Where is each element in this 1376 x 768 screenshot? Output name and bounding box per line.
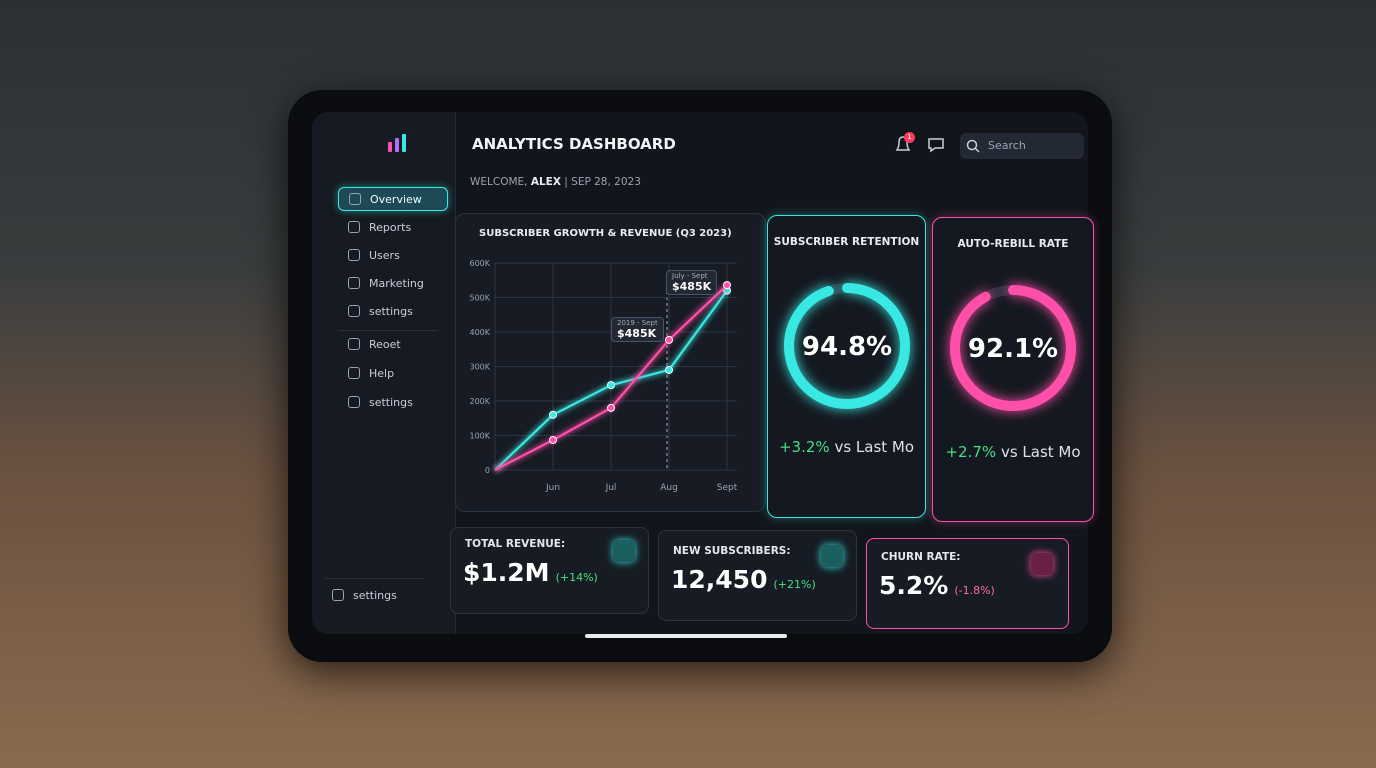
nav-label: Marketing <box>369 277 424 290</box>
kpi-change: (+21%) <box>773 578 816 591</box>
nav-item[interactable]: settings <box>322 584 432 608</box>
kpi-value-row: 12,450 (+21%) <box>671 565 816 594</box>
annotation-amount: $485K <box>672 280 712 293</box>
data-point <box>723 281 731 290</box>
search-box[interactable]: Search <box>960 133 1084 159</box>
gauge: 94.8% <box>783 283 910 409</box>
x-tick-label: Sept <box>717 483 738 493</box>
gauge-change: +3.2% <box>778 438 830 456</box>
kpi-card: TOTAL REVENUE: $1.2M (+14%) <box>450 527 649 614</box>
kpi-card: NEW SUBSCRIBERS: 12,450 (+21%) <box>658 530 857 621</box>
line-chart: SUBSCRIBER GROWTH & REVENUE (Q3 2023) 0 1… <box>469 228 738 493</box>
gauge-compare: vs Last Mo <box>1000 443 1081 461</box>
gauge-value: 92.1% <box>968 334 1058 364</box>
kpi-value: 12,450 <box>671 565 768 594</box>
chart-title: SUBSCRIBER GROWTH & REVENUE (Q3 2023) <box>479 228 732 239</box>
nav-item[interactable]: Reoet <box>338 333 448 357</box>
welcome-line: WELCOME, ALEX | SEP 28, 2023 <box>470 176 641 188</box>
gauge-change-row: +3.2% vs Last Mo <box>768 438 925 456</box>
nav-label: settings <box>369 396 413 409</box>
nav-label: settings <box>369 305 413 318</box>
kpi-title: CHURN RATE: <box>881 551 961 563</box>
gauge-value: 94.8% <box>801 332 891 362</box>
gauge-compare: vs Last Mo <box>834 438 915 456</box>
user-name: ALEX <box>530 176 561 188</box>
data-point <box>549 410 557 419</box>
kpi-value: $1.2M <box>463 558 550 587</box>
search-icon <box>966 139 980 153</box>
nav-item[interactable]: Reports <box>338 216 448 240</box>
kpi-icon <box>1031 553 1053 575</box>
date: SEP 28, 2023 <box>571 176 641 188</box>
nav-item[interactable]: Users <box>338 244 448 268</box>
x-tick-label: Jul <box>605 483 617 493</box>
data-point <box>607 403 615 412</box>
home-indicator <box>585 634 787 638</box>
search-placeholder: Search <box>988 139 1026 152</box>
data-point <box>549 435 557 444</box>
data-point <box>665 365 673 374</box>
kpi-title: TOTAL REVENUE: <box>465 538 566 550</box>
kpi-value-row: $1.2M (+14%) <box>463 558 598 587</box>
nav-item[interactable]: Marketing <box>338 272 448 296</box>
gauge-change-row: +2.7% vs Last Mo <box>933 443 1093 461</box>
nav-label: settings <box>353 589 397 602</box>
annotation: July - Sept $485K <box>666 270 718 295</box>
annotation: 2019 - Sept $485K <box>611 317 664 342</box>
kpi-change: (-1.8%) <box>954 584 995 597</box>
notification-badge: 1 <box>904 132 915 143</box>
gauge-title: AUTO-REBILL RATE <box>957 238 1069 250</box>
kpi-icon <box>613 540 635 562</box>
y-tick-label: 100K <box>469 432 490 441</box>
kpi-value: 5.2% <box>879 571 949 600</box>
nav-label: Users <box>369 249 400 262</box>
y-tick-label: 200K <box>469 397 490 406</box>
y-tick-label: 400K <box>469 328 490 337</box>
annotation-amount: $485K <box>617 327 657 340</box>
kpi-change: (+14%) <box>555 571 598 584</box>
welcome: WELCOME, <box>470 176 528 188</box>
gauge-arc <box>783 283 910 409</box>
kpi-title: NEW SUBSCRIBERS: <box>673 545 791 557</box>
nav-label: Help <box>369 367 395 380</box>
kpi-card: CHURN RATE: 5.2% (-1.8%) <box>866 538 1069 629</box>
nav-label: Reports <box>369 221 412 234</box>
nav-item[interactable]: settings <box>338 300 448 324</box>
divider <box>325 578 425 579</box>
nav-label: Reoet <box>369 338 401 351</box>
data-point <box>665 335 673 344</box>
gauge-arc <box>950 285 1076 411</box>
gauge-card: AUTO-REBILL RATE 92.1% +2.7% vs Last Mo <box>932 217 1094 522</box>
y-tick-label: 300K <box>469 363 490 372</box>
kpi-icon <box>821 545 843 567</box>
gauge-change: +2.7% <box>945 443 997 461</box>
nav-item[interactable]: Overview <box>338 187 448 211</box>
annotation-period: July - Sept <box>672 272 708 280</box>
nav-label: Overview <box>370 193 422 206</box>
y-tick-label: 500K <box>469 294 490 303</box>
x-tick-label: Aug <box>660 483 678 493</box>
data-point <box>607 381 615 390</box>
header-icons[interactable] <box>893 131 953 159</box>
logo <box>388 134 406 152</box>
y-tick-label: 600K <box>469 259 490 268</box>
divider <box>338 330 438 331</box>
nav-item[interactable]: Help <box>338 362 448 386</box>
annotation-period: 2019 - Sept <box>617 319 658 327</box>
y-tick-label: 0 <box>485 466 490 475</box>
gauge: 92.1% <box>950 285 1076 411</box>
kpi-value-row: 5.2% (-1.8%) <box>879 571 995 600</box>
gauge-card: SUBSCRIBER RETENTION 94.8% +3.2% vs Last M… <box>767 215 926 518</box>
page-title: ANALYTICS DASHBOARD <box>472 135 676 153</box>
gauge-title: SUBSCRIBER RETENTION <box>773 236 920 248</box>
nav-item[interactable]: settings <box>338 391 448 415</box>
x-tick-label: Jun <box>545 483 560 493</box>
